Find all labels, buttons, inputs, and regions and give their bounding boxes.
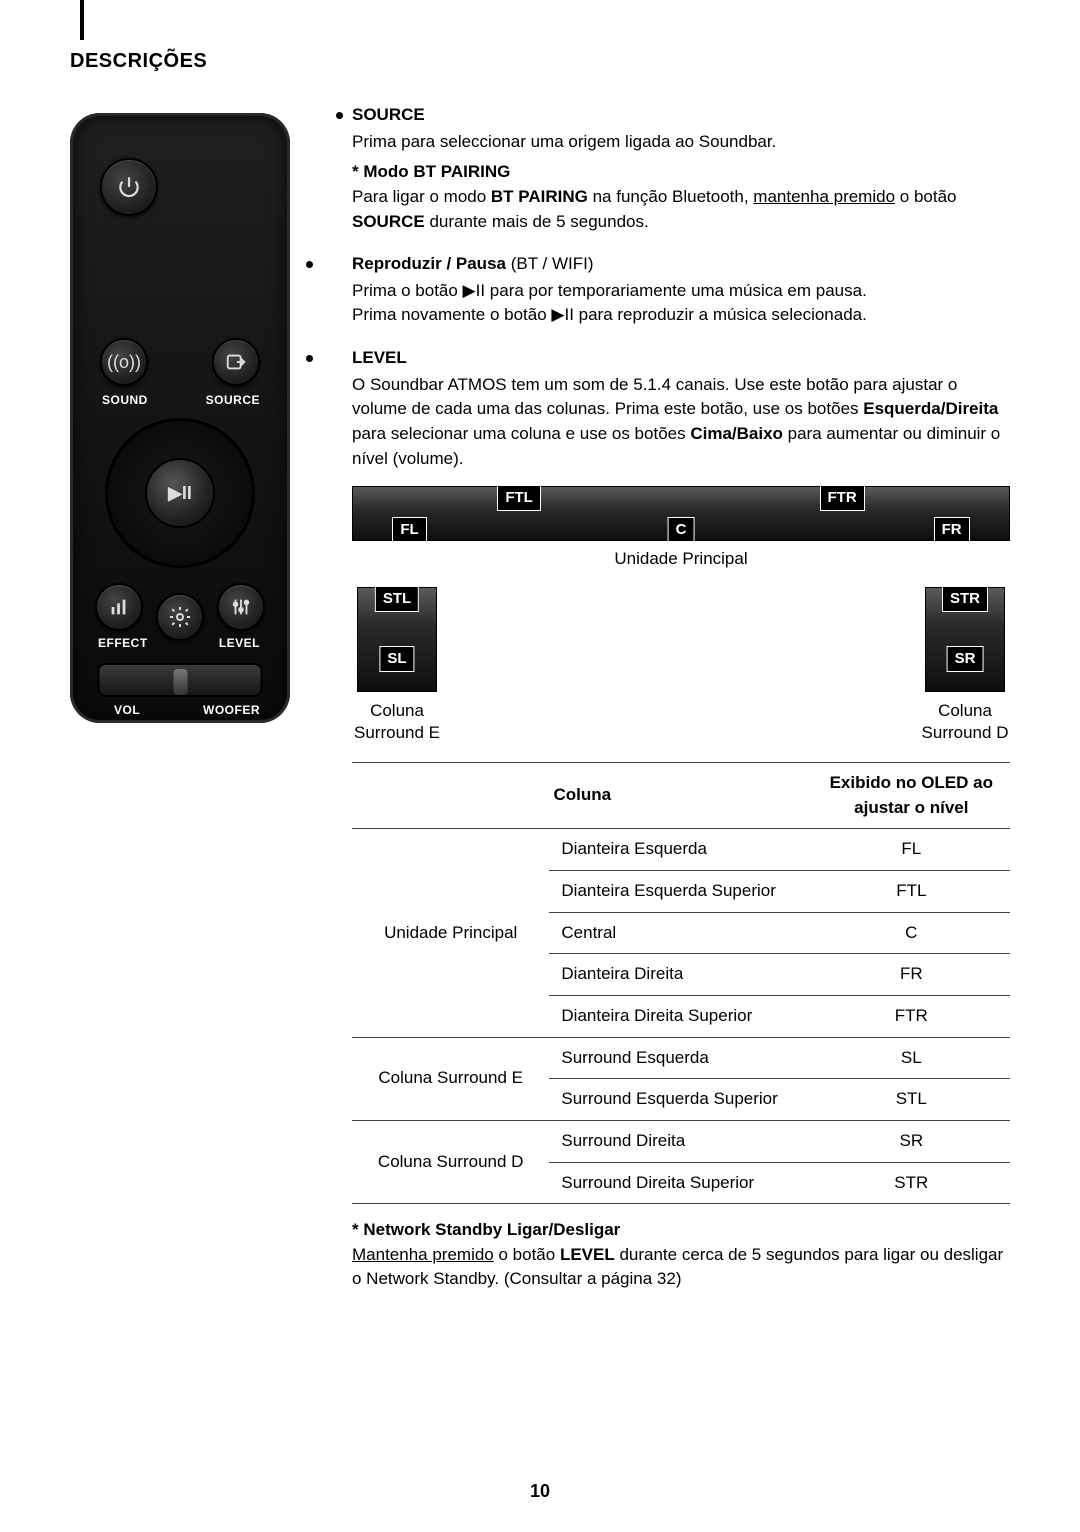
tag-ftl: FTL <box>497 485 541 511</box>
level-desc: O Soundbar ATMOS tem um som de 5.1.4 can… <box>352 373 1010 472</box>
network-heading: * Network Standby Ligar/Desligar <box>352 1218 1010 1243</box>
bt-pairing-desc: Para ligar o modo BT PAIRING na função B… <box>352 185 1010 234</box>
cell-code: STR <box>813 1162 1010 1204</box>
group-surr-e: Coluna Surround E <box>352 1037 549 1120</box>
cell-code: FL <box>813 829 1010 871</box>
speaker-diagram: FTL FTR FL C FR Unidade Principal STL SL… <box>352 486 1010 744</box>
cell-code: FR <box>813 954 1010 996</box>
cell-name: Dianteira Direita Superior <box>549 996 812 1038</box>
cell-code: FTR <box>813 996 1010 1038</box>
tag-fl: FL <box>392 517 426 543</box>
speaker-table: Coluna Exibido no OLED aoajustar o nível… <box>352 762 1010 1204</box>
cell-name: Surround Direita <box>549 1120 812 1162</box>
dpad: ▶II <box>105 418 255 568</box>
tag-ftr: FTR <box>820 485 865 511</box>
cell-code: SL <box>813 1037 1010 1079</box>
group-surr-d: Coluna Surround D <box>352 1120 549 1203</box>
sound-button: ((o)) <box>100 338 148 386</box>
cell-name: Dianteira Esquerda <box>549 829 812 871</box>
source-section: SOURCE Prima para seleccionar uma origem… <box>340 103 1010 234</box>
source-label: SOURCE <box>206 393 260 407</box>
cell-code: C <box>813 912 1010 954</box>
tag-c: C <box>668 517 695 543</box>
vol-label: VOL <box>114 703 140 717</box>
header-rule <box>80 0 84 40</box>
cell-code: FTL <box>813 871 1010 913</box>
cell-code: STL <box>813 1079 1010 1121</box>
woofer-label: WOOFER <box>203 703 260 717</box>
section-title: DESCRIÇÕES <box>70 50 1010 73</box>
play-pause-button: ▶II <box>145 458 215 528</box>
play-line2: Prima novamente o botão ▶II para reprodu… <box>352 303 1010 328</box>
th-oled: Exibido no OLED aoajustar o nível <box>813 763 1010 829</box>
effect-label: EFFECT <box>98 636 148 650</box>
settings-button <box>156 593 204 641</box>
th-coluna: Coluna <box>352 763 813 829</box>
cell-code: SR <box>813 1120 1010 1162</box>
play-heading: Reproduzir / Pausa (BT / WIFI) <box>352 252 1010 277</box>
remote-illustration: ((o)) SOUND SOURCE ▶II EF <box>70 103 300 1310</box>
sound-label: SOUND <box>102 393 148 407</box>
tag-str: STR <box>942 586 988 612</box>
tag-sr: SR <box>947 646 984 672</box>
main-unit-bar: FTL FTR FL C FR <box>352 486 1010 541</box>
effect-button <box>95 583 143 631</box>
play-line1: Prima o botão ▶II para por temporariamen… <box>352 279 1010 304</box>
source-button <box>212 338 260 386</box>
level-button <box>217 583 265 631</box>
power-button <box>100 158 158 216</box>
cell-name: Surround Esquerda Superior <box>549 1079 812 1121</box>
play-section: Reproduzir / Pausa (BT / WIFI) Prima o b… <box>310 252 1010 328</box>
source-heading: SOURCE <box>352 103 1010 128</box>
network-desc: Mantenha premido o botão LEVEL durante c… <box>352 1243 1010 1292</box>
tag-fr: FR <box>934 517 970 543</box>
cell-name: Dianteira Direita <box>549 954 812 996</box>
cell-name: Central <box>549 912 812 954</box>
vol-woofer-rocker <box>98 663 263 697</box>
source-desc: Prima para seleccionar uma origem ligada… <box>352 130 1010 155</box>
bt-pairing-heading: * Modo BT PAIRING <box>352 160 1010 185</box>
surround-right-caption: Coluna Surround D <box>920 700 1010 744</box>
surround-left-caption: Coluna Surround E <box>352 700 442 744</box>
cell-name: Dianteira Esquerda Superior <box>549 871 812 913</box>
level-section: LEVEL O Soundbar ATMOS tem um som de 5.1… <box>310 346 1010 1292</box>
page-number: 10 <box>530 1481 550 1502</box>
surround-left: STL SL Coluna Surround E <box>352 587 442 744</box>
level-label: LEVEL <box>219 636 260 650</box>
level-heading: LEVEL <box>352 346 1010 371</box>
cell-name: Surround Direita Superior <box>549 1162 812 1204</box>
tag-stl: STL <box>375 586 419 612</box>
group-main: Unidade Principal <box>352 829 549 1037</box>
main-unit-caption: Unidade Principal <box>352 547 1010 572</box>
cell-name: Surround Esquerda <box>549 1037 812 1079</box>
tag-sl: SL <box>379 646 414 672</box>
surround-right: STR SR Coluna Surround D <box>920 587 1010 744</box>
